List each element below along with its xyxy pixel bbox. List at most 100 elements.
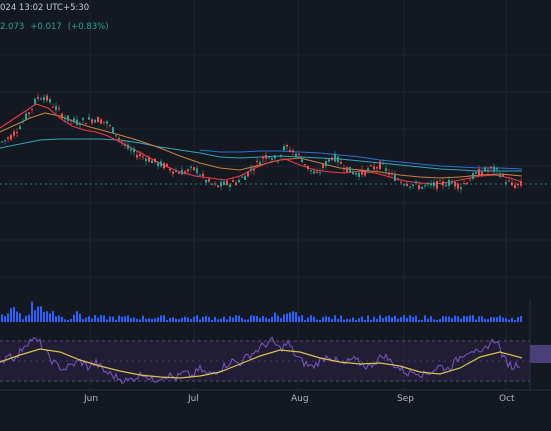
volume-bar	[16, 311, 18, 322]
volume-bar	[412, 317, 414, 322]
candle-body	[226, 180, 228, 186]
volume-bar	[187, 317, 189, 322]
volume-bar	[208, 316, 210, 322]
volume-bar	[286, 313, 288, 322]
ma-blue-line	[199, 149, 523, 170]
rsi-line	[0, 336, 521, 385]
candle-body	[4, 139, 6, 141]
candle-body	[421, 186, 423, 189]
candle-body	[205, 179, 207, 183]
candle-body	[124, 144, 126, 146]
volume-bar	[196, 315, 198, 322]
volume-bar	[418, 319, 420, 322]
volume-bar	[307, 317, 309, 322]
candle-body	[307, 165, 309, 170]
candle-body	[175, 171, 177, 173]
volume-bar	[157, 317, 159, 322]
candle-body	[328, 159, 330, 162]
ma-red-line	[0, 103, 523, 185]
candle-body	[283, 146, 285, 151]
candle-body	[310, 170, 312, 172]
candle-body	[316, 171, 318, 173]
candle-body	[70, 119, 72, 121]
volume-bar	[31, 301, 33, 322]
volume-bar	[352, 317, 354, 322]
volume-bar	[511, 317, 513, 322]
volume-bar	[67, 319, 69, 322]
candle-body	[238, 180, 240, 183]
volume-bar	[370, 319, 372, 322]
candle-body	[295, 153, 297, 157]
candle-body	[247, 172, 249, 177]
volume-bar	[499, 315, 501, 322]
candle-body	[229, 184, 231, 187]
candle-body	[64, 117, 66, 120]
candle-body	[472, 173, 474, 179]
volume-bar	[235, 315, 237, 322]
candle-body	[361, 169, 363, 175]
candle-body	[208, 178, 210, 182]
volume-bar	[313, 316, 315, 322]
volume-bar	[109, 316, 111, 322]
volume-bar	[139, 319, 141, 322]
volume-bar	[316, 319, 318, 322]
candle-body	[256, 160, 258, 162]
candle-body	[160, 161, 162, 167]
candle-body	[460, 187, 462, 189]
volume-bar	[52, 311, 54, 322]
volume-bar	[487, 319, 489, 322]
volume-bar	[337, 318, 339, 322]
candle-body	[304, 164, 306, 166]
candle-body	[466, 182, 468, 185]
volume-bar	[211, 319, 213, 322]
candle-body	[106, 121, 108, 124]
volume-bar	[28, 314, 30, 322]
volume-bar	[79, 313, 81, 322]
time-axis[interactable]: Jun Jul Aug Sep Oct	[0, 389, 551, 404]
volume-bar	[193, 316, 195, 322]
candle-body	[211, 183, 213, 185]
x-axis-label: Sep	[397, 394, 414, 404]
chart-timestamp: 024 13:02 UTC+5:30	[0, 3, 90, 13]
candle-body	[109, 125, 111, 127]
candle-body	[169, 168, 171, 171]
candle-body	[55, 106, 57, 111]
volume-bar	[433, 319, 435, 322]
volume-bar	[97, 317, 99, 322]
volume-bar	[76, 311, 78, 322]
moving-averages	[0, 103, 523, 185]
price-quote: 2.073 +0.017 (+0.83%)	[0, 22, 115, 32]
candle-body	[451, 182, 453, 184]
candle-body	[319, 172, 321, 174]
candle-body	[499, 174, 501, 177]
candle-body	[475, 171, 477, 174]
volume-bar	[151, 319, 153, 322]
volume-bar	[91, 318, 93, 322]
volume-bar	[454, 315, 456, 322]
candle-body	[34, 99, 36, 105]
candle-body	[31, 109, 33, 111]
candle-body	[196, 168, 198, 174]
volume-bar	[466, 316, 468, 322]
volume-bar	[40, 306, 42, 322]
candle-body	[268, 156, 270, 158]
candle-body	[367, 168, 369, 171]
candle-body	[184, 171, 186, 174]
volume-bar	[202, 316, 204, 322]
volume-bar	[364, 319, 366, 322]
candle-body	[157, 162, 159, 167]
volume-bar	[100, 315, 102, 322]
candle-body	[280, 154, 282, 157]
candle-body	[520, 181, 522, 186]
candle-body	[385, 168, 387, 172]
candle-body	[19, 126, 21, 129]
candle-body	[190, 166, 192, 168]
candle-body	[139, 154, 141, 157]
volume-bar	[403, 315, 405, 322]
candle-body	[214, 183, 216, 185]
volume-bar	[391, 317, 393, 322]
volume-bar	[49, 313, 51, 322]
volume-bar	[346, 318, 348, 322]
